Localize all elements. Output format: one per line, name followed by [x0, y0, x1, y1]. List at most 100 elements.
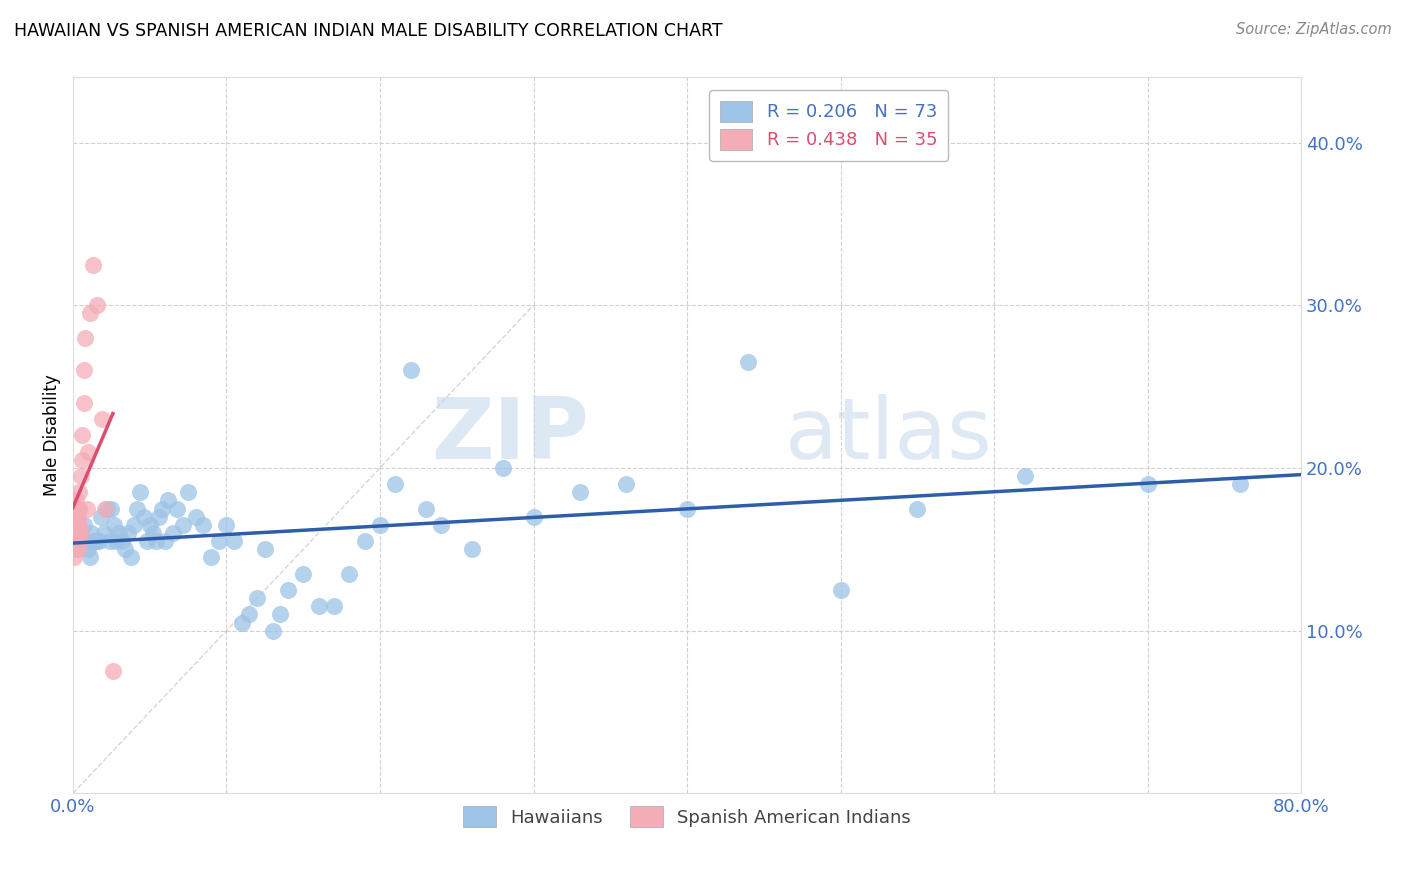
Point	[63, 526, 86, 541]
Point	[67, 534, 90, 549]
Point	[153, 534, 176, 549]
Point	[262, 624, 284, 638]
Point	[111, 534, 134, 549]
Point	[86, 534, 108, 549]
Point	[73, 396, 96, 410]
Point	[384, 477, 406, 491]
Point	[63, 509, 86, 524]
Point	[80, 526, 103, 541]
Point	[461, 542, 484, 557]
Point	[63, 534, 86, 549]
Point	[415, 501, 437, 516]
Point	[353, 534, 375, 549]
Point	[127, 501, 149, 516]
Point	[93, 526, 115, 541]
Point	[65, 542, 87, 557]
Point	[157, 493, 180, 508]
Point	[224, 534, 246, 549]
Text: HAWAIIAN VS SPANISH AMERICAN INDIAN MALE DISABILITY CORRELATION CHART: HAWAIIAN VS SPANISH AMERICAN INDIAN MALE…	[14, 22, 723, 40]
Point	[76, 501, 98, 516]
Point	[166, 501, 188, 516]
Point	[69, 534, 91, 549]
Point	[63, 501, 86, 516]
Point	[142, 526, 165, 541]
Point	[337, 566, 360, 581]
Point	[368, 517, 391, 532]
Point	[193, 517, 215, 532]
Point	[75, 534, 97, 549]
Point	[129, 485, 152, 500]
Point	[63, 550, 86, 565]
Point	[208, 534, 231, 549]
Point	[104, 534, 127, 549]
Point	[67, 485, 90, 500]
Point	[98, 534, 121, 549]
Point	[65, 517, 87, 532]
Point	[77, 444, 100, 458]
Point	[82, 258, 104, 272]
Point	[1014, 469, 1036, 483]
Point	[238, 607, 260, 622]
Point	[1136, 477, 1159, 491]
Text: Source: ZipAtlas.com: Source: ZipAtlas.com	[1236, 22, 1392, 37]
Text: atlas: atlas	[786, 394, 993, 477]
Point	[101, 665, 124, 679]
Point	[830, 582, 852, 597]
Point	[70, 452, 93, 467]
Point	[86, 298, 108, 312]
Point	[103, 517, 125, 532]
Y-axis label: Male Disability: Male Disability	[44, 375, 60, 496]
Point	[65, 493, 87, 508]
Point	[65, 509, 87, 524]
Point	[79, 550, 101, 565]
Point	[67, 501, 90, 516]
Point	[66, 509, 89, 524]
Point	[269, 607, 291, 622]
Point	[124, 517, 146, 532]
Point	[67, 517, 90, 532]
Point	[200, 550, 222, 565]
Point	[65, 534, 87, 549]
Point	[138, 517, 160, 532]
Point	[522, 509, 544, 524]
Point	[246, 591, 269, 606]
Point	[66, 542, 89, 557]
Point	[73, 363, 96, 377]
Point	[91, 412, 114, 426]
Point	[70, 428, 93, 442]
Point	[73, 517, 96, 532]
Point	[162, 526, 184, 541]
Point	[145, 534, 167, 549]
Point	[94, 501, 117, 516]
Point	[568, 485, 591, 500]
Point	[75, 331, 97, 345]
Point	[399, 363, 422, 377]
Point	[215, 517, 238, 532]
Point	[676, 501, 699, 516]
Point	[148, 509, 170, 524]
Point	[150, 501, 173, 516]
Point	[322, 599, 344, 614]
Point	[253, 542, 276, 557]
Point	[277, 582, 299, 597]
Point	[292, 566, 315, 581]
Point	[114, 542, 136, 557]
Point	[100, 501, 122, 516]
Point	[184, 509, 207, 524]
Point	[87, 534, 110, 549]
Point	[108, 526, 131, 541]
Point	[905, 501, 928, 516]
Point	[120, 550, 142, 565]
Point	[96, 501, 118, 516]
Point	[69, 526, 91, 541]
Text: ZIP: ZIP	[432, 394, 589, 477]
Point	[66, 517, 89, 532]
Point	[172, 517, 194, 532]
Point	[492, 461, 515, 475]
Point	[66, 526, 89, 541]
Point	[135, 534, 157, 549]
Point	[308, 599, 330, 614]
Point	[82, 534, 104, 549]
Point	[231, 615, 253, 630]
Point	[84, 534, 107, 549]
